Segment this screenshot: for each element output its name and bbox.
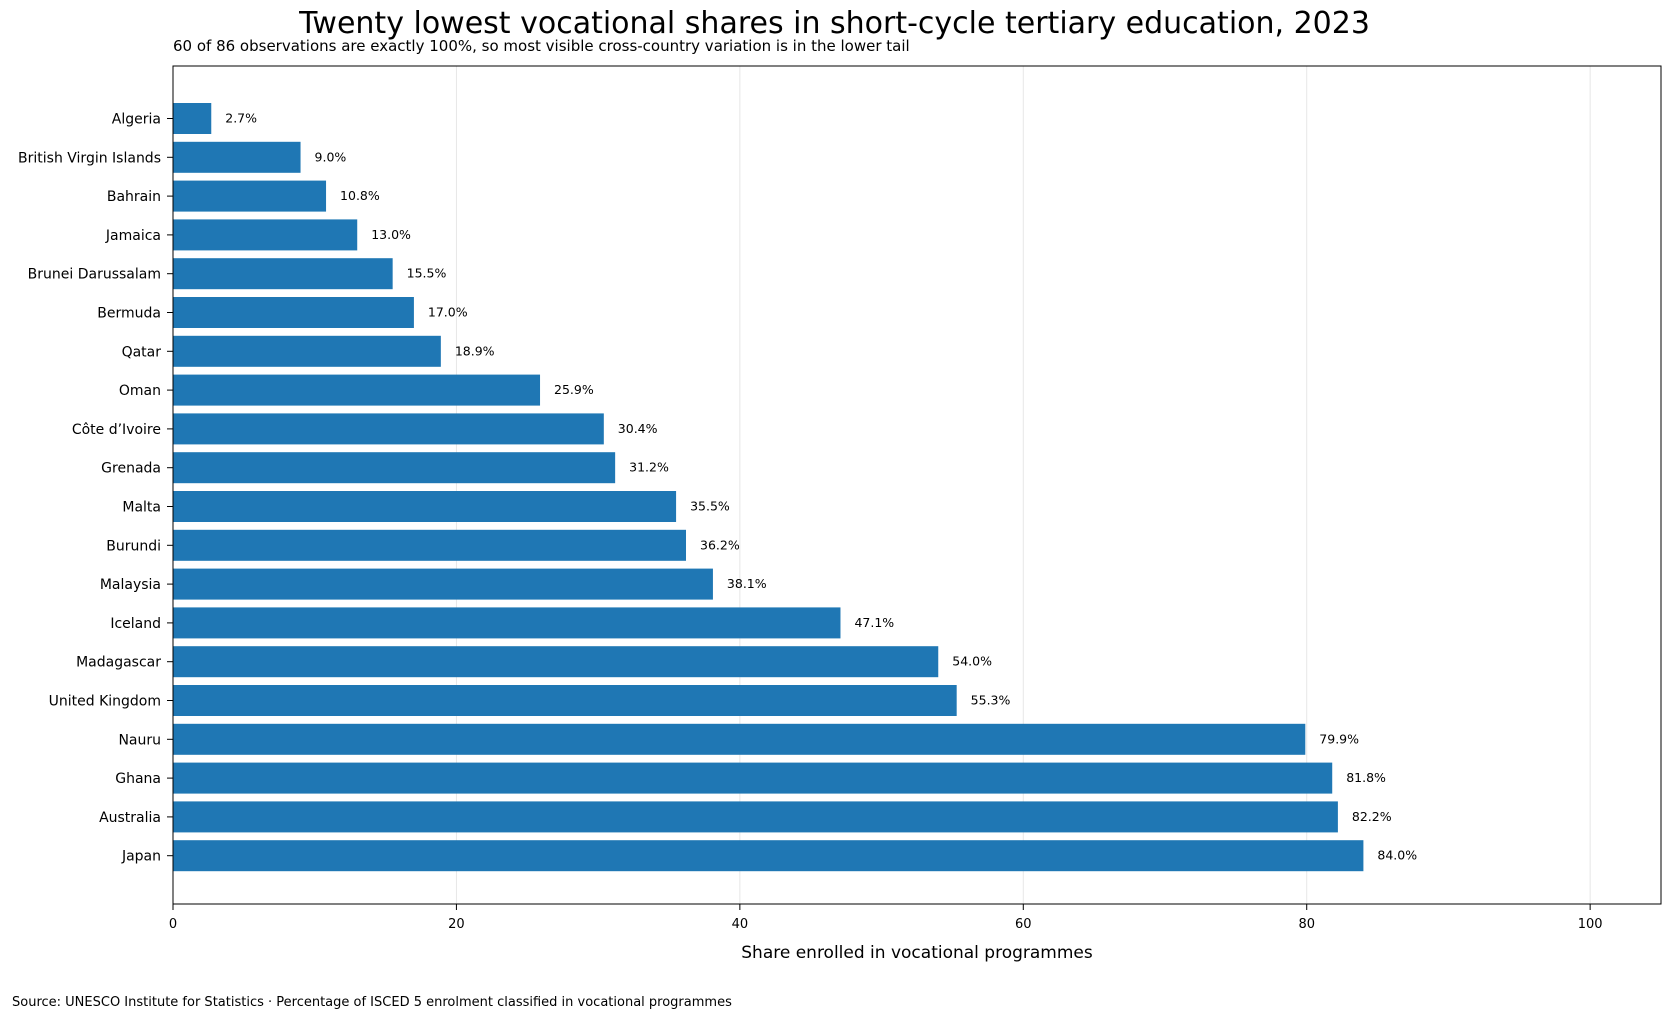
data-label: 79.9% — [1319, 731, 1359, 746]
x-axis-ticks: 0 20 40 60 80 100 — [169, 904, 1603, 932]
data-label: 82.2% — [1352, 809, 1392, 824]
bar — [173, 529, 687, 561]
x-tick-label: 40 — [732, 917, 749, 932]
data-label: 10.8% — [340, 188, 380, 203]
y-tick-label: Nauru — [118, 732, 161, 748]
data-label: 18.9% — [455, 343, 495, 358]
bar — [173, 568, 713, 600]
bar — [173, 801, 1338, 833]
bar — [173, 413, 604, 445]
data-label: 38.1% — [727, 576, 767, 591]
data-label: 54.0% — [952, 654, 992, 669]
y-tick-label: Australia — [99, 810, 161, 826]
bar — [173, 646, 939, 678]
y-tick-label: Ghana — [115, 771, 161, 787]
data-label: 15.5% — [407, 266, 447, 281]
bar — [173, 374, 541, 406]
bar — [173, 335, 441, 367]
y-tick-label: Grenada — [101, 461, 161, 477]
bar — [173, 141, 301, 173]
x-tick-label: 100 — [1578, 917, 1603, 932]
y-tick-label: Qatar — [122, 344, 162, 360]
bar — [173, 180, 327, 212]
y-tick-label: Malaysia — [100, 577, 161, 593]
x-tick-label: 80 — [1298, 917, 1315, 932]
chart-title: Twenty lowest vocational shares in short… — [299, 6, 1370, 41]
data-label: 9.0% — [315, 149, 347, 164]
bar — [173, 607, 841, 639]
chart-source-note: Source: UNESCO Institute for Statistics … — [12, 995, 732, 1010]
bar — [173, 723, 1306, 755]
bar — [173, 685, 957, 716]
bars — [173, 103, 1364, 872]
y-tick-label: Côte d’Ivoire — [72, 422, 161, 438]
data-label: 13.0% — [371, 227, 411, 242]
x-axis-label: Share enrolled in vocational programmes — [741, 943, 1093, 963]
y-tick-label: Bahrain — [107, 189, 161, 205]
data-label: 30.4% — [618, 421, 658, 436]
data-label: 35.5% — [690, 499, 730, 514]
data-label: 47.1% — [854, 615, 894, 630]
y-tick-label: Brunei Darussalam — [28, 267, 161, 283]
bar — [173, 219, 358, 251]
y-tick-label: Madagascar — [76, 655, 161, 671]
y-axis-ticks: Algeria British Virgin Islands Bahrain Jama… — [18, 112, 173, 865]
x-tick-label: 0 — [169, 917, 177, 932]
y-tick-label: Iceland — [110, 616, 161, 632]
bar — [173, 762, 1333, 794]
y-tick-label: Burundi — [106, 538, 161, 554]
bar — [173, 297, 414, 328]
data-label: 17.0% — [428, 305, 468, 320]
value-labels: 2.7% 9.0% 10.8% 13.0% 15.5% 17.0% 18.9% 25.9% 30… — [225, 111, 1417, 863]
data-label: 36.2% — [700, 537, 740, 552]
y-tick-label: United Kingdom — [49, 694, 161, 710]
data-label: 55.3% — [971, 693, 1011, 708]
y-tick-label: Malta — [122, 500, 161, 516]
y-tick-label: British Virgin Islands — [18, 150, 161, 166]
y-tick-label: Algeria — [112, 112, 161, 128]
x-tick-label: 20 — [448, 917, 465, 932]
y-tick-label: Bermuda — [97, 306, 161, 322]
data-label: 25.9% — [554, 382, 594, 397]
x-tick-label: 60 — [1015, 917, 1032, 932]
plot-frame — [172, 65, 1662, 905]
y-tick-label: Japan — [121, 849, 161, 865]
bar — [173, 452, 616, 484]
chart-subtitle: 60 of 86 observations are exactly 100%, … — [173, 37, 910, 55]
y-tick-label: Oman — [119, 383, 161, 399]
data-label: 84.0% — [1377, 848, 1417, 863]
bar — [173, 258, 393, 290]
data-label: 31.2% — [629, 460, 669, 475]
y-tick-label: Jamaica — [105, 228, 161, 244]
bar — [173, 103, 212, 134]
data-label: 81.8% — [1346, 770, 1386, 785]
bar — [173, 840, 1364, 872]
data-label: 2.7% — [225, 111, 257, 126]
bar — [173, 491, 677, 522]
